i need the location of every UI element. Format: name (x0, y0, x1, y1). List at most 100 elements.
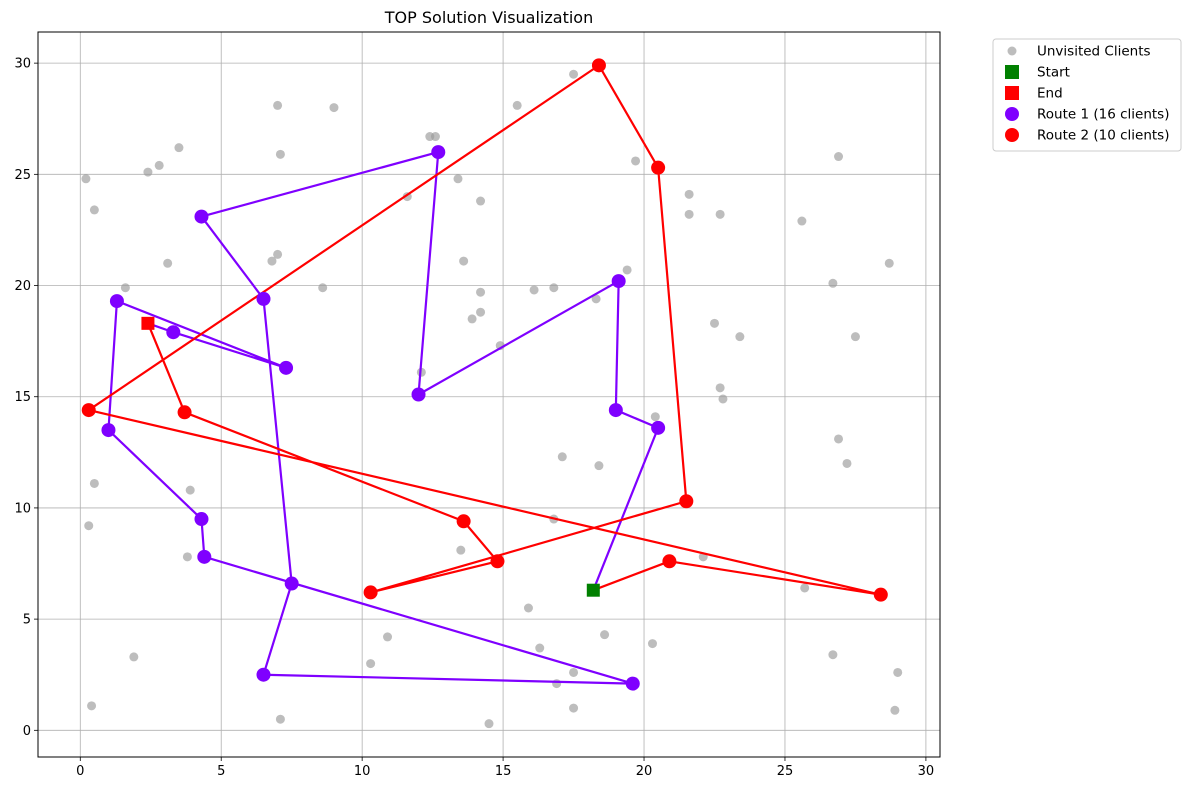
route-1-client-point (608, 403, 623, 418)
unvisited-client-point (647, 639, 657, 649)
unvisited-client-point (890, 705, 900, 715)
x-tick-label: 30 (918, 764, 935, 779)
legend-marker-circle (1007, 46, 1017, 56)
route-1-client-point (284, 576, 299, 591)
routes (81, 58, 888, 691)
unvisited-client-point (275, 149, 285, 159)
unvisited-client-point (893, 667, 903, 677)
unvisited-client-point (120, 283, 130, 293)
unvisited-client-point (828, 650, 838, 660)
unvisited-client-point (735, 332, 745, 342)
unvisited-client-point (569, 667, 579, 677)
unvisited-client-point (154, 160, 164, 170)
route-1-client-point (256, 291, 271, 306)
start-marker (586, 583, 600, 597)
legend-marker-circle (1005, 107, 1019, 121)
unvisited-client-point (600, 630, 610, 640)
unvisited-client-point (456, 545, 466, 555)
unvisited-client-point (512, 100, 522, 110)
unvisited-client-point (467, 314, 477, 324)
unvisited-client-point (484, 719, 494, 729)
route-2-client-point (363, 585, 378, 600)
unvisited-client-point (430, 132, 440, 142)
unvisited-client-point (569, 703, 579, 713)
route-2-client-point (456, 514, 471, 529)
unvisited-client-point (453, 174, 463, 184)
unvisited-client-point (631, 156, 641, 166)
legend-marker-square (1005, 86, 1019, 100)
unvisited-client-point (650, 412, 660, 422)
unvisited-client-point (834, 152, 844, 162)
route-1-client-point (279, 360, 294, 375)
unvisited-client-point (622, 265, 632, 275)
unvisited-client-point (174, 143, 184, 153)
route-1-client-point (651, 420, 666, 435)
legend-label: Route 2 (10 clients) (1037, 128, 1169, 144)
unvisited-client-point (715, 383, 725, 393)
legend: Unvisited Clients Start End Route 1 (16 cli… (992, 38, 1182, 152)
route-1-client-point (411, 387, 426, 402)
unvisited-client-point (594, 461, 604, 471)
route-2-client-point (177, 405, 192, 420)
unvisited-client-point (84, 521, 94, 531)
legend-label: End (1037, 86, 1063, 102)
unvisited-client-point (273, 100, 283, 110)
plot-area-frame (37, 31, 941, 758)
route-1-client-point (197, 549, 212, 564)
unvisited-client-point (185, 485, 195, 495)
unvisited-client-point (569, 69, 579, 79)
route-1-client-point (166, 325, 181, 340)
x-tick-label: 20 (636, 764, 653, 779)
unvisited-client-point (557, 452, 567, 462)
route-2-client-point (591, 58, 606, 73)
unvisited-client-point (267, 256, 277, 266)
unvisited-client-point (535, 643, 545, 653)
unvisited-client-point (366, 659, 376, 669)
route-2-client-point (81, 403, 96, 418)
x-tick-label: 25 (777, 764, 794, 779)
unvisited-client-point (842, 458, 852, 468)
y-tick-label: 10 (14, 501, 31, 516)
unvisited-client-point (81, 174, 91, 184)
unvisited-client-point (163, 258, 173, 268)
y-tick-label: 15 (14, 390, 31, 405)
unvisited-client-point (89, 478, 99, 488)
route-2-line (87, 64, 882, 596)
route-1-client-point (109, 294, 124, 309)
unvisited-client-point (523, 603, 533, 613)
route-1-client-point (625, 676, 640, 691)
unvisited-client-point (718, 394, 728, 404)
unvisited-client-point (834, 434, 844, 444)
unvisited-client-point (884, 258, 894, 268)
route-1-line (107, 150, 660, 685)
axis-ticks: 0 5 10 15 20 25 30 0 5 10 15 20 25 30 (14, 57, 934, 779)
unvisited-client-point (143, 167, 153, 177)
unvisited-client-point (476, 287, 486, 297)
route-2-client-point (662, 554, 677, 569)
unvisited-client-point (129, 652, 139, 662)
unvisited-client-point (591, 294, 601, 304)
unvisited-client-point (476, 307, 486, 317)
y-tick-label: 5 (23, 613, 31, 628)
y-tick-label: 25 (14, 168, 31, 183)
legend-marker-circle (1005, 128, 1019, 142)
unvisited-client-point (459, 256, 469, 266)
route-1-client-point (431, 145, 446, 160)
unvisited-client-point (318, 283, 328, 293)
legend-label: Route 1 (16 clients) (1037, 107, 1169, 123)
chart-title: TOP Solution Visualization (384, 8, 593, 27)
unvisited-client-point (684, 189, 694, 199)
grid-lines (38, 32, 940, 757)
x-tick-label: 0 (76, 764, 84, 779)
route-2-client-point (679, 494, 694, 509)
unvisited-client-point (800, 583, 810, 593)
unvisited-client-point (87, 701, 97, 711)
unvisited-client-point (552, 679, 562, 689)
unvisited-client-point (710, 318, 719, 328)
unvisited-client-point (273, 249, 283, 259)
x-tick-label: 15 (495, 764, 512, 779)
unvisited-client-point (529, 285, 539, 295)
legend-label: Unvisited Clients (1037, 44, 1151, 60)
unvisited-client-point (850, 332, 860, 342)
